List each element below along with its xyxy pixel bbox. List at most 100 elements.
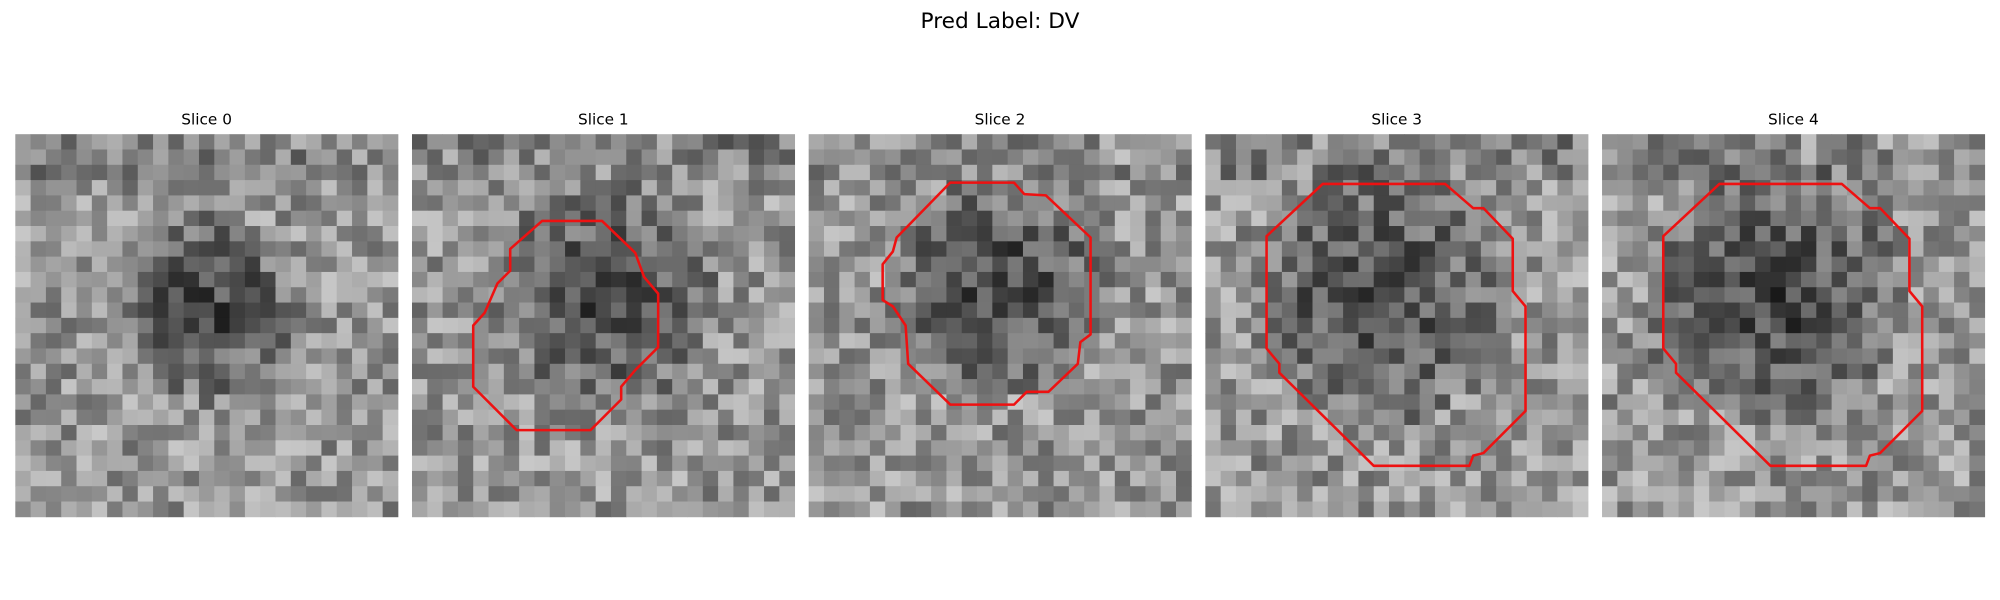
pixel [595, 241, 612, 258]
pixel [931, 164, 947, 181]
pixel [1816, 486, 1833, 502]
pixel [534, 302, 551, 319]
pixel [244, 180, 261, 196]
pixel [244, 271, 261, 288]
pixel [244, 440, 261, 456]
pixel [442, 317, 459, 334]
pixel [1038, 164, 1054, 181]
pixel [839, 425, 855, 441]
pixel [367, 180, 384, 196]
pixel [1450, 134, 1466, 150]
pixel [168, 486, 185, 502]
pixel [1770, 348, 1787, 365]
pixel [1770, 455, 1787, 472]
pixel [764, 241, 780, 258]
pixel [702, 134, 719, 150]
pixel [198, 486, 215, 502]
pixel [321, 256, 338, 273]
pixel [244, 134, 261, 150]
pixel [427, 470, 443, 487]
pixel [1404, 501, 1421, 518]
pixel [595, 134, 612, 150]
pixel [1450, 256, 1466, 273]
pixel [1724, 455, 1741, 472]
pixel [15, 470, 31, 487]
pixel [1450, 440, 1466, 456]
pixel [1480, 195, 1497, 212]
pixel [1663, 333, 1679, 349]
pixel [748, 501, 765, 518]
pixel [580, 317, 597, 334]
pixel [702, 379, 719, 395]
pixel [1038, 256, 1054, 273]
pixel [1176, 210, 1192, 227]
pixel [352, 134, 368, 150]
pixel [1145, 348, 1162, 365]
pixel [961, 379, 978, 395]
pixel [1297, 363, 1313, 380]
pixel [1557, 241, 1574, 258]
pixel [1938, 241, 1955, 258]
pixel [839, 302, 855, 319]
pixel [290, 241, 307, 258]
pixel [183, 409, 200, 426]
pixel [457, 241, 474, 258]
pixel [1099, 134, 1116, 150]
pixel [1602, 455, 1618, 472]
pixel [1099, 348, 1116, 365]
pixel [718, 317, 734, 334]
pixel [656, 241, 673, 258]
pixel [1084, 470, 1100, 487]
pixel [321, 363, 338, 380]
pixel [1862, 256, 1878, 273]
pixel [1053, 333, 1070, 349]
pixel [275, 455, 292, 472]
pixel [290, 348, 307, 365]
pixel [1785, 256, 1802, 273]
pixel [1557, 394, 1574, 411]
pixel [854, 363, 871, 380]
pixel [1312, 501, 1329, 518]
pixel [823, 440, 840, 456]
pixel [1022, 271, 1039, 288]
pixel [1862, 379, 1878, 395]
pixel [1862, 302, 1878, 319]
pixel [885, 379, 901, 395]
pixel [549, 180, 566, 196]
pixel [1465, 379, 1482, 395]
pixel [580, 333, 597, 349]
pixel [503, 470, 520, 487]
pixel [915, 134, 932, 150]
pixel [1205, 501, 1222, 518]
pixel [1938, 287, 1955, 303]
pixel [961, 287, 978, 303]
pixel [1419, 501, 1436, 518]
pixel [137, 379, 154, 395]
pixel [626, 486, 642, 502]
pixel [229, 317, 246, 334]
pixel [1130, 287, 1146, 303]
pixel [1542, 302, 1558, 319]
pixel [1816, 226, 1833, 242]
pixel [1053, 271, 1070, 288]
pixel [1647, 394, 1664, 411]
pixel [1084, 226, 1100, 242]
pixel [1312, 425, 1329, 441]
pixel [839, 394, 855, 411]
pixel [1724, 195, 1741, 212]
pixel [457, 256, 474, 273]
pixel [1816, 470, 1833, 487]
pixel [473, 409, 489, 426]
pixel [595, 455, 612, 472]
pixel [30, 394, 47, 411]
pixel [1739, 425, 1756, 441]
pixel [1557, 164, 1574, 181]
pixel [168, 241, 185, 258]
pixel [457, 149, 474, 166]
pixel [854, 455, 871, 472]
pixel [1327, 302, 1344, 319]
pixel [1816, 333, 1833, 349]
pixel [1160, 470, 1177, 487]
pixel [992, 195, 1009, 212]
pixel [442, 455, 459, 472]
